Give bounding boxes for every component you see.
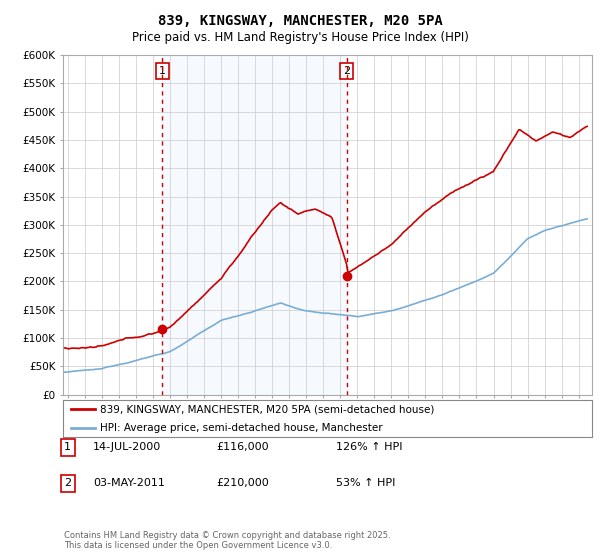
- Text: 126% ↑ HPI: 126% ↑ HPI: [336, 442, 403, 452]
- Text: 53% ↑ HPI: 53% ↑ HPI: [336, 478, 395, 488]
- Text: 03-MAY-2011: 03-MAY-2011: [93, 478, 165, 488]
- Text: 839, KINGSWAY, MANCHESTER, M20 5PA (semi-detached house): 839, KINGSWAY, MANCHESTER, M20 5PA (semi…: [100, 404, 434, 414]
- Text: HPI: Average price, semi-detached house, Manchester: HPI: Average price, semi-detached house,…: [100, 423, 383, 433]
- Bar: [163, 55, 347, 395]
- Text: 2: 2: [343, 66, 350, 76]
- Text: 1: 1: [159, 66, 166, 76]
- Text: Price paid vs. HM Land Registry's House Price Index (HPI): Price paid vs. HM Land Registry's House …: [131, 31, 469, 44]
- Text: 2: 2: [64, 478, 71, 488]
- Text: 14-JUL-2000: 14-JUL-2000: [93, 442, 161, 452]
- Text: Contains HM Land Registry data © Crown copyright and database right 2025.
This d: Contains HM Land Registry data © Crown c…: [64, 530, 391, 550]
- Text: £116,000: £116,000: [216, 442, 269, 452]
- Text: 1: 1: [64, 442, 71, 452]
- Text: £210,000: £210,000: [216, 478, 269, 488]
- Text: 839, KINGSWAY, MANCHESTER, M20 5PA: 839, KINGSWAY, MANCHESTER, M20 5PA: [158, 14, 442, 28]
